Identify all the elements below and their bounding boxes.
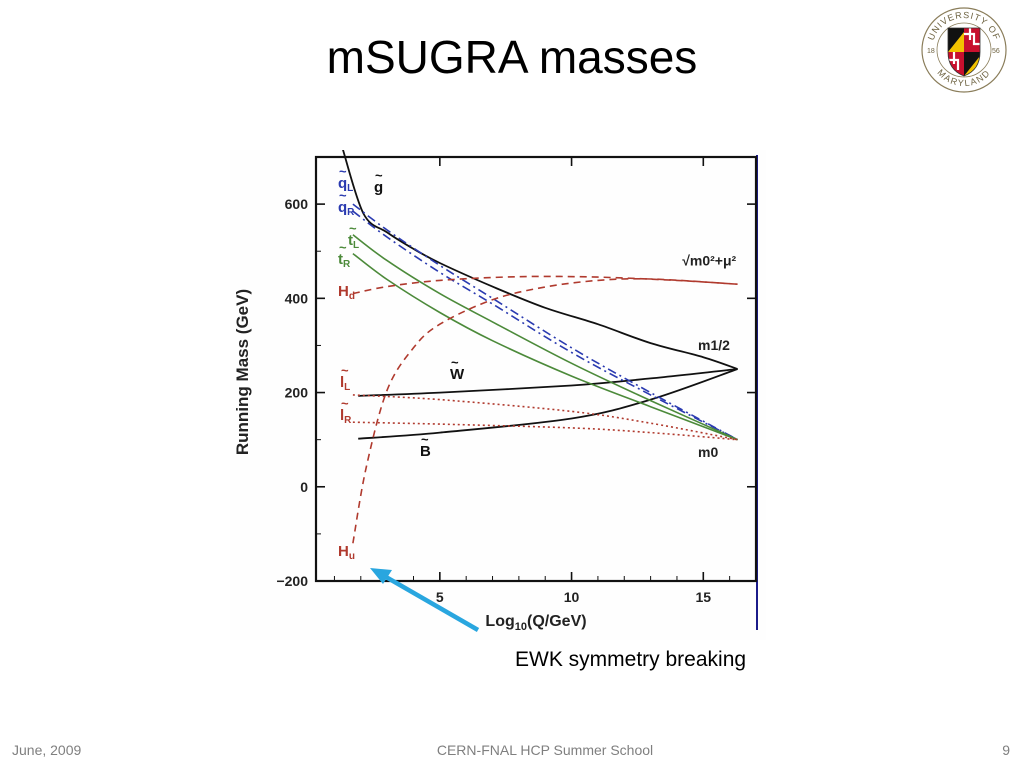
y-tick-label: 400 bbox=[285, 290, 309, 306]
series-line-w bbox=[358, 368, 738, 397]
series-label-g: g~ bbox=[374, 168, 383, 196]
x-tick-label: 10 bbox=[564, 589, 580, 605]
series-line-l-l bbox=[352, 394, 738, 441]
series-line-q-r bbox=[352, 210, 738, 441]
y-axis-label: Running Mass (GeV) bbox=[233, 289, 252, 455]
annotation-sqrt-m0-mu: √m0²+μ² bbox=[682, 252, 736, 268]
y-tick-label: 600 bbox=[285, 196, 309, 212]
svg-text:~: ~ bbox=[339, 240, 347, 255]
ewk-arrow-shaft bbox=[377, 571, 480, 632]
svg-text:~: ~ bbox=[451, 355, 459, 370]
slide-title: mSUGRA masses bbox=[326, 31, 698, 83]
y-tick-label: 200 bbox=[285, 385, 309, 401]
svg-text:~: ~ bbox=[375, 168, 383, 183]
x-axis-label: Log10(Q/GeV) bbox=[485, 613, 586, 633]
series-line-t-r bbox=[352, 252, 738, 441]
series-line-hd bbox=[352, 275, 738, 295]
svg-text:W: W bbox=[450, 366, 465, 383]
svg-text:~: ~ bbox=[341, 363, 349, 378]
y-tick-label: −200 bbox=[276, 573, 308, 589]
y-tick-label: 0 bbox=[300, 479, 308, 495]
svg-text:18: 18 bbox=[927, 48, 935, 55]
svg-text:~: ~ bbox=[349, 221, 357, 236]
x-tick-label: 15 bbox=[696, 589, 712, 605]
series-label-b: B~ bbox=[420, 432, 431, 460]
x-tick-label: 5 bbox=[436, 589, 444, 605]
svg-text:tL: tL bbox=[348, 232, 359, 251]
series-label-l-l: lL~ bbox=[340, 363, 350, 393]
svg-text:g: g bbox=[374, 179, 383, 196]
series-line-t-l bbox=[352, 234, 738, 441]
series-label-w: W~ bbox=[450, 355, 465, 383]
university-seal-logo: UNIVERSITY OF MARYLAND 18 56 bbox=[921, 7, 1007, 93]
ewk-symmetry-breaking-caption: EWK symmetry breaking bbox=[515, 648, 747, 671]
svg-text:B: B bbox=[420, 443, 431, 460]
plot-frame bbox=[314, 155, 758, 583]
svg-text:~: ~ bbox=[339, 188, 347, 203]
series-line-g bbox=[342, 150, 738, 370]
series-line-b bbox=[358, 368, 738, 440]
annotation-m-half: m1/2 bbox=[698, 337, 730, 353]
footer-date: June, 2009 bbox=[12, 742, 82, 758]
series-line-q-l bbox=[352, 203, 738, 441]
ewk-arrow-head bbox=[370, 568, 392, 584]
svg-text:~: ~ bbox=[339, 164, 347, 179]
series-line-hu bbox=[352, 277, 738, 544]
series-label-t-l: tL~ bbox=[348, 221, 359, 251]
annotation-m0: m0 bbox=[698, 444, 718, 460]
figure-background bbox=[230, 150, 766, 640]
svg-text:56: 56 bbox=[992, 48, 1000, 55]
svg-text:~: ~ bbox=[341, 396, 349, 411]
svg-text:~: ~ bbox=[421, 432, 429, 447]
svg-text:lL: lL bbox=[340, 374, 350, 393]
page-number: 9 bbox=[1002, 742, 1010, 758]
series-line-l-r bbox=[352, 421, 738, 441]
footer-event: CERN-FNAL HCP Summer School bbox=[436, 742, 654, 758]
